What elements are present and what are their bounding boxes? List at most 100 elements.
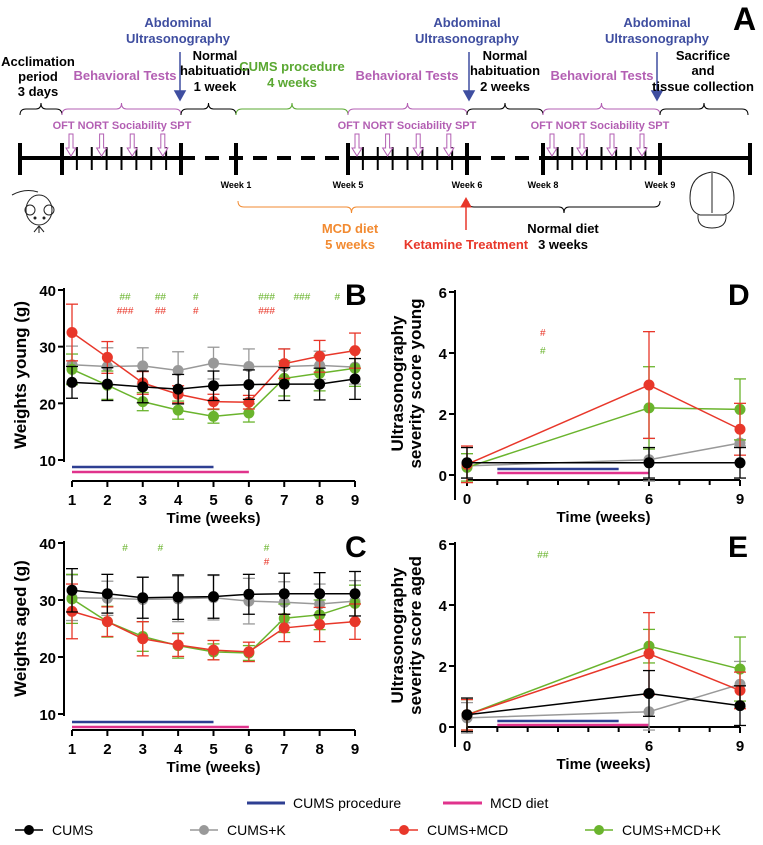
x-tick-label: 6	[645, 491, 653, 508]
x-axis-title: Time (weeks)	[167, 759, 261, 776]
normal-diet-label: Normal diet	[527, 221, 599, 236]
chart-panel-b: B 10 20 30 40 1 2 3 4 5 6 7 8 9 Time (weeks) Weights yo…	[11, 279, 367, 527]
brace	[237, 200, 466, 214]
y-tick-label: 30	[39, 593, 56, 610]
x-axis-title: Time (weeks)	[167, 510, 261, 527]
y-axis-title: severity score young	[406, 298, 425, 468]
y-tick-label: 6	[439, 285, 447, 302]
x-tick-label: 7	[280, 492, 288, 509]
timeline-panel: A Acclimation period 3 days Behavioral T…	[1, 1, 756, 252]
series-cums	[66, 357, 361, 405]
y-axis-title: severity score aged	[406, 556, 425, 715]
ultrasound-arrows	[173, 52, 664, 102]
y-tick-label: 4	[439, 598, 448, 615]
arrow-down-icon	[650, 90, 664, 102]
x-tick-label: 4	[174, 741, 183, 758]
series-cums-plus-mcd	[461, 611, 746, 731]
series-line	[466, 407, 741, 469]
series-cums	[461, 446, 746, 479]
significance-marker: ##	[537, 550, 549, 561]
legend-label-cums-plus-mcd-plus-k: CUMS+MCD+K	[622, 822, 721, 838]
test-arrow-icon	[351, 133, 363, 157]
brace	[347, 102, 468, 116]
significance-marker: ##	[155, 306, 167, 317]
data-point	[314, 619, 326, 631]
data-point	[208, 410, 219, 422]
brace	[235, 102, 349, 116]
legend-marker	[199, 825, 209, 835]
data-point	[208, 357, 219, 369]
behavioral-tests-label: Behavioral Tests	[355, 68, 458, 83]
habituation-1-label: habituation	[180, 63, 250, 78]
significance-marker: ###	[258, 306, 275, 317]
y-tick-label: 40	[39, 283, 56, 300]
y-tick-label: 0	[439, 720, 447, 737]
y-tick-label: 10	[39, 707, 56, 724]
test-arrow-icon	[606, 133, 618, 157]
brace	[466, 102, 544, 116]
x-tick-label: 9	[736, 738, 744, 755]
significance-marker: #	[122, 543, 128, 554]
x-tick-label: 1	[68, 492, 76, 509]
arrow-down-icon	[462, 90, 476, 102]
data-point	[137, 381, 149, 393]
data-point	[137, 592, 149, 604]
ultrasonography-label: Ultrasonography	[126, 31, 231, 46]
acclimation-line: Acclimation	[1, 54, 75, 69]
x-tick-label: 9	[351, 492, 359, 509]
significance-marker: #	[540, 328, 546, 339]
cums-label: 4 weeks	[267, 75, 317, 90]
legend-label-cums: CUMS	[52, 822, 93, 838]
x-tick-label: 7	[280, 741, 288, 758]
significance-marker: #	[158, 543, 164, 554]
habituation-2-label: Normal	[483, 48, 528, 63]
series-cums	[66, 568, 361, 621]
panel-label: D	[728, 279, 750, 312]
data-point	[349, 345, 361, 357]
significance-marker: #	[193, 292, 199, 303]
mcd-label: 5 weeks	[325, 237, 375, 252]
data-point	[172, 404, 184, 416]
x-tick-label: 4	[174, 492, 183, 509]
series-line	[466, 645, 741, 716]
data-point	[66, 584, 78, 596]
data-point	[172, 383, 184, 395]
y-tick-label: 2	[439, 407, 447, 424]
sacrifice-label: Sacrifice	[676, 48, 730, 63]
x-tick-label: 2	[103, 741, 111, 758]
data-point	[66, 376, 78, 388]
data-point	[643, 648, 655, 660]
legend-cums-procedure: CUMS procedure	[293, 795, 401, 811]
brain-icon	[689, 171, 735, 229]
y-axis-title: Weights aged (g)	[11, 560, 30, 697]
x-axis-title: Time (weeks)	[557, 509, 651, 526]
habituation-2-label: habituation	[470, 63, 540, 78]
acclimation-line: 3 days	[18, 84, 58, 99]
ultrasonography-label: Abdominal	[144, 15, 211, 30]
data-point	[243, 646, 255, 658]
data-point	[278, 378, 290, 390]
data-point	[349, 373, 361, 385]
x-tick-label: 0	[463, 738, 471, 755]
sacrifice-label: tissue collection	[652, 79, 754, 94]
data-point	[278, 358, 290, 370]
week-label: Week 9	[645, 180, 676, 190]
legend-marker	[24, 825, 34, 835]
test-arrow-icon	[576, 133, 588, 157]
mouse-icon	[11, 190, 55, 233]
ultrasonography-label: Ultrasonography	[415, 31, 520, 46]
data-point	[349, 616, 361, 628]
legend: CUMS procedure MCD diet CUMS CUMS+K CUMS+M…	[15, 795, 721, 838]
x-tick-label: 3	[139, 492, 147, 509]
legend-marker	[594, 825, 604, 835]
y-tick-label: 40	[39, 536, 56, 553]
ultrasonography-label: Abdominal	[623, 15, 690, 30]
chart-panel-e: E 0 2 4 6 0 6 9 Time (weeks) Ultrasonography sever…	[388, 531, 748, 773]
significance-marker: ###	[117, 306, 134, 317]
data-point	[137, 633, 149, 645]
data-point	[734, 457, 746, 469]
data-point	[243, 379, 255, 391]
habituation-1-label: 1 week	[194, 79, 237, 94]
brace	[467, 200, 661, 214]
